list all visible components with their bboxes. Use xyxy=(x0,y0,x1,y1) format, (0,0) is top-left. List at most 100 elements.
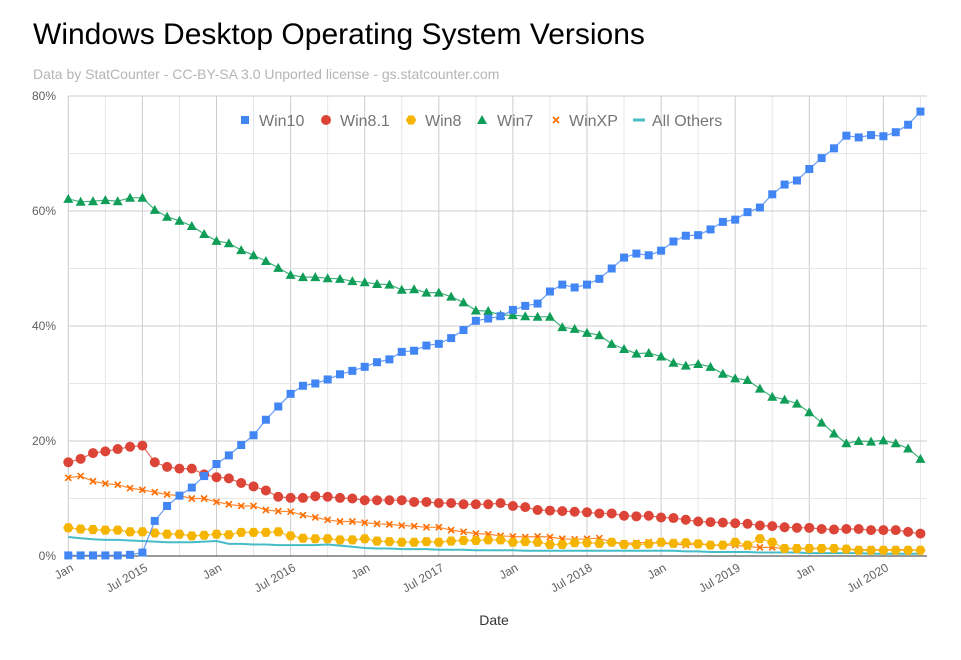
data-point-win10 xyxy=(805,165,814,174)
legend-label: Win8.1 xyxy=(340,113,390,130)
data-point-win7 xyxy=(742,375,753,385)
data-point-win8-1 xyxy=(125,441,136,452)
data-point-win8 xyxy=(841,544,852,554)
data-point-win7 xyxy=(186,220,197,230)
data-point-win7 xyxy=(507,310,518,320)
data-point-win8 xyxy=(767,537,778,547)
data-point-win7 xyxy=(483,306,494,316)
x-tick-label: Jul 2015 xyxy=(104,560,151,595)
data-point-win7 xyxy=(631,348,642,358)
data-point-win10 xyxy=(595,274,604,283)
x-tick-label: Jan xyxy=(793,560,817,582)
data-point-win7 xyxy=(557,322,568,332)
data-point-win8 xyxy=(631,540,642,549)
data-point-win10 xyxy=(681,231,690,240)
data-point-win8 xyxy=(791,544,803,553)
data-point-win7 xyxy=(532,311,543,321)
data-point-win8-1 xyxy=(384,495,395,506)
data-point-winxp xyxy=(249,502,258,510)
data-point-win8 xyxy=(594,538,605,548)
data-point-winxp xyxy=(361,519,369,527)
data-point-win8 xyxy=(828,544,840,553)
x-tick-label: Jul 2020 xyxy=(845,560,892,595)
data-point-winxp xyxy=(459,528,468,536)
data-point-win7 xyxy=(730,373,741,383)
data-point-win8 xyxy=(310,534,321,544)
x-tick-label: Jan xyxy=(645,560,669,582)
data-point-win8 xyxy=(347,535,358,545)
data-point-win7 xyxy=(754,383,765,393)
data-point-win8-1 xyxy=(594,508,605,519)
data-point-winxp xyxy=(163,490,171,499)
data-point-win10 xyxy=(780,180,789,189)
data-point-winxp xyxy=(64,474,72,482)
data-point-win8-1 xyxy=(100,446,111,457)
series-line-all-others xyxy=(68,536,921,555)
data-point-win10 xyxy=(410,346,419,355)
data-point-win10 xyxy=(558,280,567,289)
y-tick-label: 80% xyxy=(32,89,56,103)
series-line-win7 xyxy=(68,197,921,460)
data-point-win8 xyxy=(717,540,728,550)
data-point-win7 xyxy=(866,436,877,446)
data-point-win10 xyxy=(76,551,85,560)
data-point-win8 xyxy=(902,545,914,555)
series-win7 xyxy=(63,192,926,463)
data-point-win10 xyxy=(570,283,579,292)
y-tick-label: 20% xyxy=(32,434,56,448)
data-point-win8-1 xyxy=(359,495,370,506)
data-point-win7 xyxy=(619,344,630,353)
data-point-winxp xyxy=(274,507,282,515)
data-point-win8 xyxy=(334,535,346,545)
data-point-winxp xyxy=(237,502,245,510)
data-point-win10 xyxy=(792,176,801,185)
data-point-win8-1 xyxy=(174,463,185,474)
data-point-win10 xyxy=(521,301,530,310)
y-tick-label: 60% xyxy=(32,204,56,218)
data-point-win8 xyxy=(692,539,704,549)
data-point-win8 xyxy=(890,545,901,555)
data-point-win8-1 xyxy=(248,481,259,492)
data-point-win10 xyxy=(879,132,888,141)
data-point-win8-1 xyxy=(63,457,74,468)
data-point-win8-1 xyxy=(754,520,765,531)
legend-label: Win10 xyxy=(259,113,304,130)
data-point-win8-1 xyxy=(853,523,864,534)
data-point-win7 xyxy=(582,327,592,337)
data-point-win8 xyxy=(878,545,889,555)
data-point-win7 xyxy=(297,272,308,282)
data-point-win10 xyxy=(657,246,666,255)
data-point-win8 xyxy=(322,534,333,544)
data-point-win10 xyxy=(916,107,925,116)
data-point-win7 xyxy=(88,196,98,206)
data-point-win8-1 xyxy=(816,523,827,534)
data-point-winxp xyxy=(756,543,764,551)
data-point-win8 xyxy=(137,527,148,537)
data-point-win8-1 xyxy=(470,499,481,510)
data-point-win7 xyxy=(211,235,222,245)
data-point-win8 xyxy=(483,535,494,545)
data-point-win8 xyxy=(260,527,272,537)
data-point-win8 xyxy=(359,534,370,544)
data-point-win8 xyxy=(544,540,556,549)
data-point-win7 xyxy=(606,338,617,348)
data-point-win8 xyxy=(532,537,543,547)
series-line-win10 xyxy=(68,111,921,557)
data-point-win7 xyxy=(643,348,654,358)
data-point-win8-1 xyxy=(335,492,345,503)
legend-item-win10: Win10 xyxy=(241,113,304,130)
data-point-win10 xyxy=(89,551,97,560)
data-point-win8-1 xyxy=(495,498,506,509)
data-point-win7 xyxy=(890,438,901,448)
data-point-winxp xyxy=(348,517,356,526)
series-win8 xyxy=(63,523,926,555)
data-point-win8-1 xyxy=(273,491,284,502)
data-point-win7 xyxy=(446,291,457,301)
data-point-win7 xyxy=(656,351,667,361)
data-point-winxp xyxy=(435,523,443,531)
data-point-winxp xyxy=(101,479,109,488)
data-point-win8-1 xyxy=(915,528,926,539)
data-point-winxp xyxy=(126,484,134,492)
data-point-win7 xyxy=(199,229,210,238)
legend-item-win7: Win7 xyxy=(477,113,534,130)
